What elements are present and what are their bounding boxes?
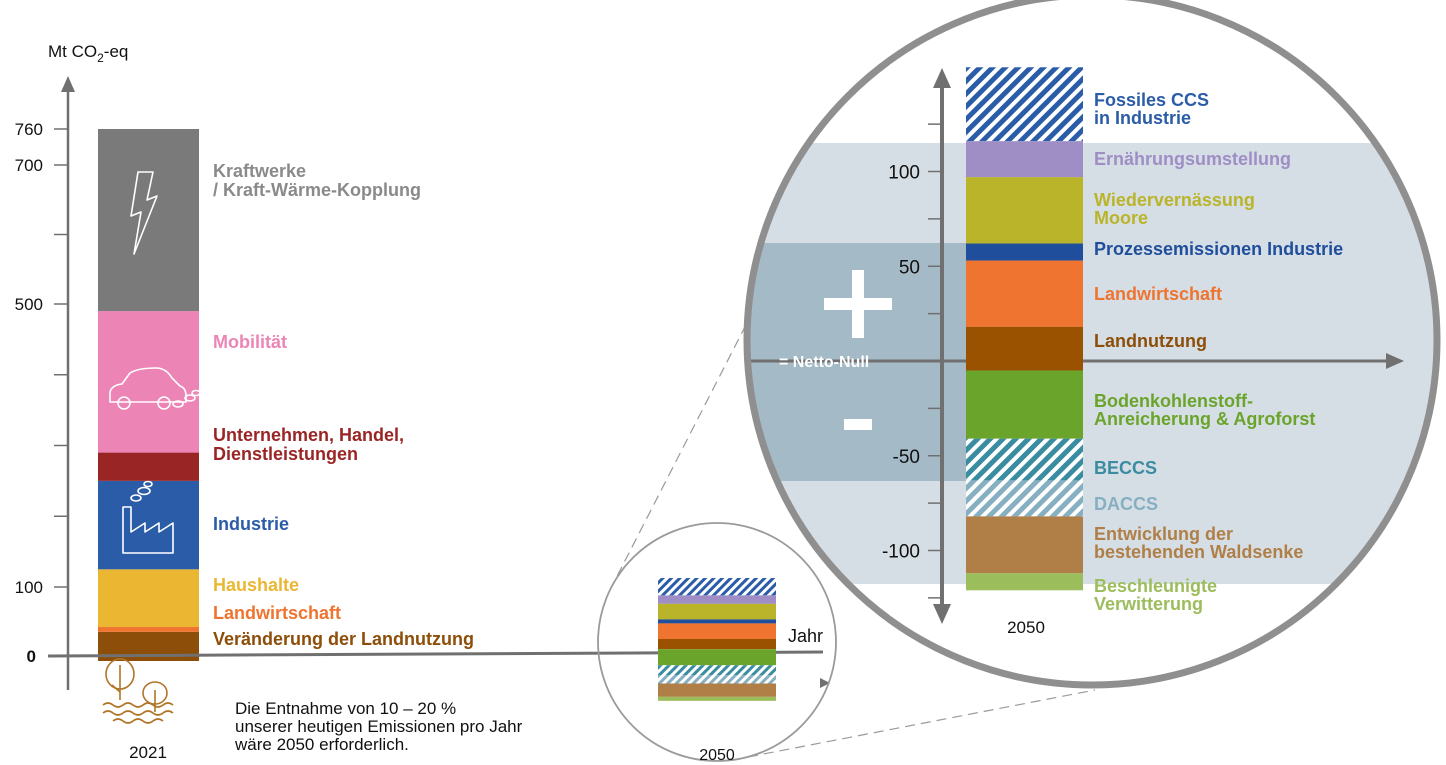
bar-segment-beschleunigte-verwitterung bbox=[966, 573, 1083, 591]
y-tick-label: 100 bbox=[15, 578, 43, 597]
segment-label: BECCS bbox=[1094, 458, 1157, 478]
segment-labels-2021: Kraftwerke / Kraft-Wärme-Kopplung Mobilitä… bbox=[213, 161, 474, 649]
segment-label: Haushalte bbox=[213, 575, 299, 595]
net-zero-label: = Netto-Null bbox=[779, 354, 869, 371]
segment-label: Landwirtschaft bbox=[1094, 284, 1222, 304]
y-axis-arrow-down bbox=[933, 604, 951, 624]
bar-segment-mobilitaet bbox=[98, 311, 199, 453]
inset-bar-segment-prozessemissionen-industrie bbox=[658, 619, 776, 624]
zoom-line-top bbox=[609, 199, 811, 591]
zero-axis-arrow bbox=[1386, 353, 1404, 369]
inset-bar-segment-ernaehrungsumstellung bbox=[658, 595, 776, 604]
bar-segment-kraftwerke-kraft-waerme-kopplung bbox=[98, 129, 199, 312]
annotation-line: unserer heutigen Emissionen pro Jahr bbox=[235, 717, 523, 736]
inset-bar-segment-beschleunigte-verwitterung bbox=[658, 696, 776, 701]
inset-bar-segment-beccs bbox=[658, 665, 776, 676]
zoom-circle-2050: -100 -50 50 100 = Netto-Null Fossiles CCS in… bbox=[743, 0, 1441, 689]
inset-bar-segment-landnutzung bbox=[658, 638, 776, 650]
bar-segment-unternehmen-handel-dienstleistungen bbox=[98, 452, 199, 481]
segment-label: Beschleunigte Verwitterung bbox=[1094, 576, 1217, 614]
inset-bar-segment-landwirtschaft bbox=[658, 623, 776, 639]
y-tick-labels-2050: -100 -50 50 100 bbox=[882, 163, 920, 563]
segment-label: Kraftwerke / Kraft-Wärme-Kopplung bbox=[213, 161, 421, 200]
segment-label: DACCS bbox=[1094, 494, 1158, 514]
segment-label: Landwirtschaft bbox=[213, 603, 341, 623]
bar-segment-fossiles-ccs-in-industrie bbox=[966, 67, 1083, 142]
zoom-circle-outline bbox=[743, 0, 1441, 689]
segment-label: Veränderung der Landnutzung bbox=[213, 629, 474, 649]
segment-label: Entwicklung der bestehenden Waldsenke bbox=[1094, 524, 1303, 562]
segment-label: Prozessemissionen Industrie bbox=[1094, 239, 1343, 259]
bar-segment-sink-edge bbox=[98, 656, 199, 661]
bar-segment-daccs bbox=[966, 480, 1083, 517]
y-axis-arrow-up bbox=[933, 68, 951, 88]
y-ticks bbox=[54, 128, 68, 588]
segment-label: Landnutzung bbox=[1094, 331, 1207, 351]
y-tick-label: 700 bbox=[15, 156, 43, 175]
trees-water-icon bbox=[102, 658, 174, 724]
y-tick-label: -50 bbox=[893, 447, 920, 468]
segment-labels-2050: Fossiles CCS in Industrie Ernährungsumstel… bbox=[1094, 90, 1343, 614]
bar-segment-prozessemissionen-industrie bbox=[966, 243, 1083, 261]
car-icon bbox=[109, 367, 201, 410]
y-tick-label: 100 bbox=[888, 163, 920, 184]
zoom-line-bottom bbox=[747, 689, 1096, 758]
annotation-line: wäre 2050 erforderlich. bbox=[235, 735, 409, 754]
annotation-text: Die Entnahme von 10 – 20 % unserer heuti… bbox=[235, 700, 635, 754]
x-category-2050: 2050 bbox=[1007, 618, 1045, 637]
bar-segment-bodenkohlenstoff-anreicherung-agroforst bbox=[966, 370, 1083, 439]
bar-segment-landwirtschaft bbox=[98, 627, 199, 632]
inset-bar-segment-fossiles-ccs-in-industrie bbox=[658, 578, 776, 596]
lightning-icon bbox=[130, 171, 158, 255]
segment-label: Fossiles CCS in Industrie bbox=[1094, 90, 1209, 128]
segment-label: Ernährungsumstellung bbox=[1094, 149, 1291, 169]
segment-label: Wiedervernässung Moore bbox=[1094, 190, 1255, 228]
bar-segment-landwirtschaft bbox=[966, 260, 1083, 327]
inset-bar-segment-wiedervernaessung-moore bbox=[658, 603, 776, 620]
x-axis-title: Jahr bbox=[788, 626, 823, 646]
chart-2021: Mt CO2-eq 0 100 500 700 760 bbox=[15, 42, 474, 762]
bar-2021 bbox=[98, 129, 199, 661]
y-tick-labels: 0 100 500 700 760 bbox=[15, 120, 43, 666]
inset-bar-segment-bodenkohlenstoff-anreicherung-agroforst bbox=[658, 649, 776, 666]
y-tick-label: 0 bbox=[27, 647, 36, 666]
bar-segment-industrie bbox=[98, 480, 199, 570]
inset-bar-segment-entwicklung-der-bestehenden-waldsenke bbox=[658, 683, 776, 697]
minus-icon bbox=[844, 419, 872, 430]
segment-label: Mobilität bbox=[213, 332, 287, 352]
bar-segment-landnutzung bbox=[966, 326, 1083, 371]
bar-2050 bbox=[966, 67, 1083, 591]
segment-label: Unternehmen, Handel, Dienstleistungen bbox=[213, 425, 404, 464]
y-tick-label: 50 bbox=[899, 257, 920, 278]
segment-label: Bodenkohlenstoff-Anreicherung & Agrofors… bbox=[1094, 391, 1315, 429]
y-axis-arrow bbox=[61, 76, 75, 92]
y-tick-label: 500 bbox=[15, 295, 43, 314]
y-ticks-2050 bbox=[928, 123, 942, 599]
segment-label: Industrie bbox=[213, 514, 289, 534]
bar-segment-ernaehrungsumstellung bbox=[966, 141, 1083, 178]
factory-icon bbox=[122, 480, 174, 554]
y-axis-title: Mt CO2-eq bbox=[48, 42, 128, 65]
inset-bar-segment-daccs bbox=[658, 675, 776, 684]
annotation-line: Die Entnahme von 10 – 20 % bbox=[235, 699, 457, 718]
bar-segment-wiedervernaessung-moore bbox=[966, 177, 1083, 244]
bar-segment-veraenderung-der-landnutzung bbox=[98, 631, 199, 656]
bar-segment-beccs bbox=[966, 438, 1083, 481]
inset-year-label: 2050 bbox=[699, 747, 735, 764]
x-category-2021: 2021 bbox=[129, 743, 167, 762]
y-tick-label: -100 bbox=[882, 542, 920, 563]
y-tick-label: 760 bbox=[15, 120, 43, 139]
plus-icon bbox=[824, 270, 892, 338]
inset-2050-small: 2050 bbox=[597, 522, 837, 764]
inset-circle-outline bbox=[597, 522, 837, 762]
inset-bar-2050 bbox=[658, 578, 776, 701]
bar-segment-haushalte bbox=[98, 569, 199, 628]
inset-arrow bbox=[820, 678, 830, 688]
bar-segment-entwicklung-der-bestehenden-waldsenke bbox=[966, 516, 1083, 574]
